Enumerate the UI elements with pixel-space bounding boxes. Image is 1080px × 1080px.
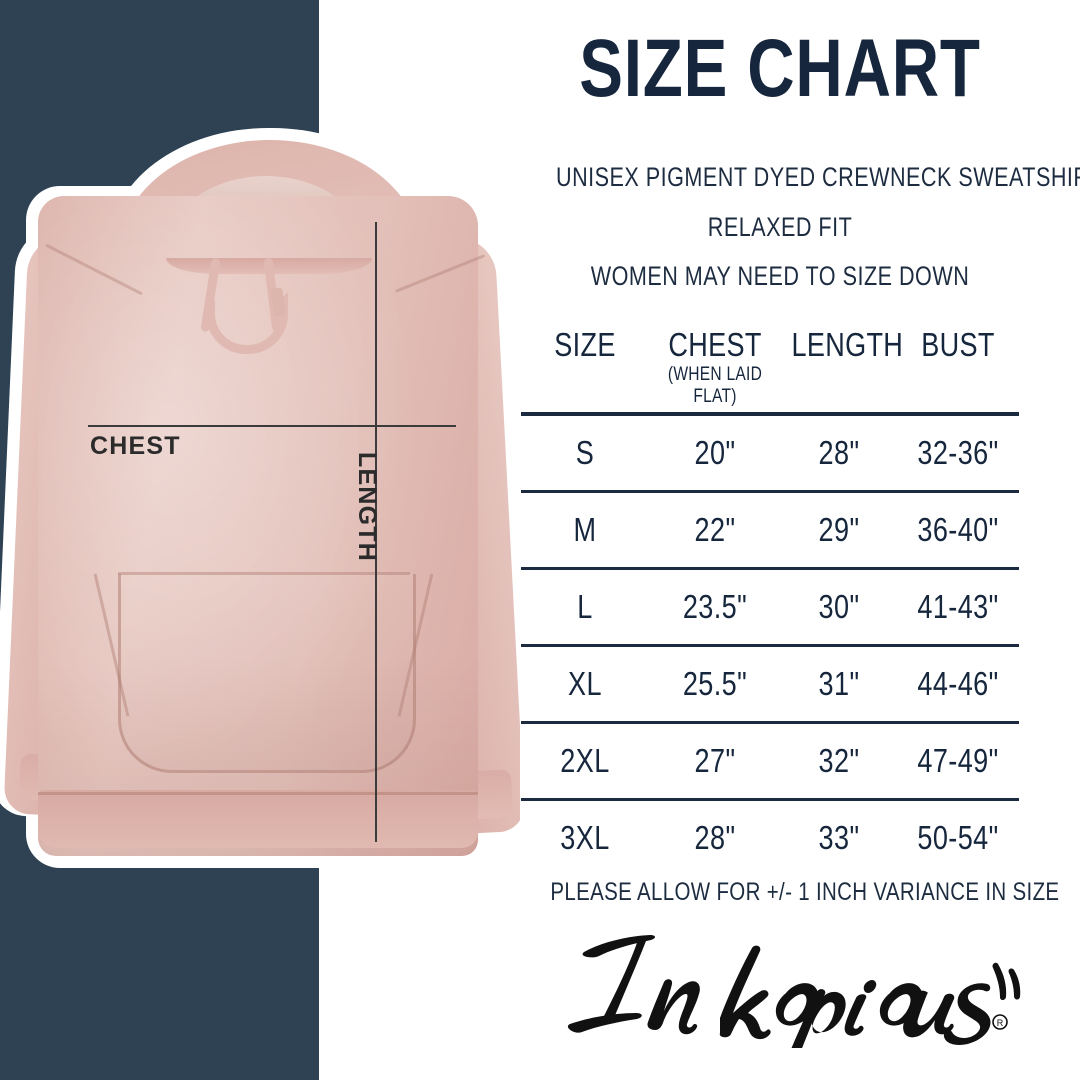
size-table-wrapper: SIZE CHEST LENGTH BUST (WHEN LAID FLAT) xyxy=(521,318,1019,876)
cell-bust: 44-46" xyxy=(897,643,1019,722)
cell-chest: 28" xyxy=(649,797,781,876)
chest-measurement-line xyxy=(88,425,456,427)
chest-note-spacer-left xyxy=(521,364,649,414)
size-table-body: S 20" 28" 32-36" M 22" 29" 36-40" L 23.5… xyxy=(521,412,1019,876)
cell-bust: 36-40" xyxy=(897,489,1019,568)
subtitle-product: UNISEX PIGMENT DYED CREWNECK SWEATSHIRT xyxy=(556,162,1080,192)
page-title: SIZE CHART xyxy=(579,23,981,114)
cell-size: M xyxy=(521,489,649,568)
cell-chest: 23.5" xyxy=(649,566,781,645)
chest-note-row: (WHEN LAID FLAT) xyxy=(521,364,1019,414)
cell-length: 31" xyxy=(781,643,897,722)
garment-photo: CHEST LENGTH xyxy=(0,0,520,1080)
cell-length: 29" xyxy=(781,489,897,568)
table-row: XL 25.5" 31" 44-46" xyxy=(521,643,1019,722)
chest-note-spacer-right xyxy=(897,364,1019,414)
brand-logo: R xyxy=(530,918,1030,1048)
cell-size: 3XL xyxy=(521,797,649,876)
subtitle-sizing-advice: WOMEN MAY NEED TO SIZE DOWN xyxy=(590,261,970,291)
cell-bust: 47-49" xyxy=(897,720,1019,799)
table-row: 3XL 28" 33" 50-54" xyxy=(521,797,1019,876)
cell-size: XL xyxy=(521,643,649,722)
registered-mark-circle xyxy=(992,1014,1008,1030)
svg-text:R: R xyxy=(997,1018,1004,1028)
table-header-row: SIZE CHEST LENGTH BUST xyxy=(521,318,1019,364)
cell-length: 32" xyxy=(781,720,897,799)
cell-length: 28" xyxy=(781,412,897,491)
size-table: SIZE CHEST LENGTH BUST (WHEN LAID FLAT) xyxy=(521,318,1019,876)
length-measurement-label: LENGTH xyxy=(353,452,381,562)
cell-chest: 27" xyxy=(649,720,781,799)
chest-note: (WHEN LAID FLAT) xyxy=(667,364,763,407)
chest-note-spacer-mid xyxy=(781,364,897,414)
pocket-top-seam xyxy=(118,572,410,575)
cell-size: S xyxy=(521,412,649,491)
cell-length: 30" xyxy=(781,566,897,645)
table-row: S 20" 28" 32-36" xyxy=(521,412,1019,491)
cell-chest: 20" xyxy=(649,412,781,491)
chest-measurement-label: CHEST xyxy=(90,432,181,460)
inkopious-wordmark-icon: R xyxy=(567,935,1021,1048)
length-measurement-line xyxy=(375,222,377,842)
chart-column: SIZE CHART UNISEX PIGMENT DYED CREWNECK … xyxy=(500,0,1080,1080)
cell-chest: 22" xyxy=(649,489,781,568)
cell-length: 33" xyxy=(781,797,897,876)
column-header-chest: CHEST xyxy=(668,326,762,363)
garment-hem xyxy=(38,790,478,848)
cell-bust: 50-54" xyxy=(897,797,1019,876)
garment-kangaroo-pocket xyxy=(118,574,416,773)
cell-bust: 41-43" xyxy=(897,566,1019,645)
table-row: M 22" 29" 36-40" xyxy=(521,489,1019,568)
subtitle-fit: RELAXED FIT xyxy=(707,212,853,242)
table-row: L 23.5" 30" 41-43" xyxy=(521,566,1019,645)
column-header-size: SIZE xyxy=(554,326,616,363)
garment-hem-seam xyxy=(38,792,478,795)
cell-chest: 25.5" xyxy=(649,643,781,722)
drawstring-loop xyxy=(206,292,288,354)
column-header-bust: BUST xyxy=(921,326,995,363)
column-header-length: LENGTH xyxy=(791,326,904,363)
cell-size: L xyxy=(521,566,649,645)
table-row: 2XL 27" 32" 47-49" xyxy=(521,720,1019,799)
cell-bust: 32-36" xyxy=(897,412,1019,491)
variance-note: PLEASE ALLOW FOR +/- 1 INCH VARIANCE IN … xyxy=(550,878,1060,906)
size-table-head: SIZE CHEST LENGTH BUST (WHEN LAID FLAT) xyxy=(521,318,1019,414)
cell-size: 2XL xyxy=(521,720,649,799)
